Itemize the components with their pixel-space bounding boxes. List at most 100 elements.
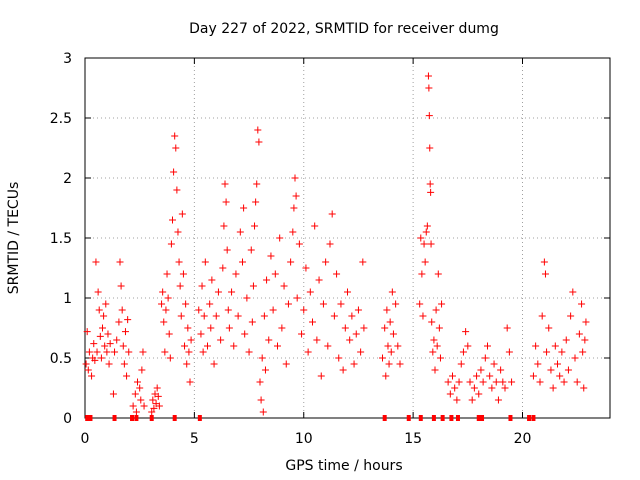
data-point [571, 354, 579, 362]
data-point [132, 408, 140, 416]
data-point [387, 348, 395, 356]
data-point [488, 384, 496, 392]
data-point [385, 360, 393, 368]
data-point [109, 390, 117, 398]
data-point [416, 300, 424, 308]
data-point [149, 396, 157, 404]
data-point [169, 216, 176, 224]
data-point [473, 372, 481, 380]
data-point [103, 348, 111, 356]
data-point [486, 372, 494, 380]
baseline-marker [431, 415, 436, 421]
baseline-marker [418, 415, 423, 421]
data-point [136, 384, 144, 392]
data-point [186, 378, 194, 386]
data-point [462, 328, 470, 336]
data-point [581, 336, 589, 344]
data-point [457, 360, 465, 368]
data-point [360, 324, 368, 332]
data-point [115, 318, 123, 326]
data-point [102, 300, 110, 308]
data-point [171, 132, 179, 140]
data-point [304, 348, 312, 356]
baseline-marker [197, 415, 202, 421]
data-point [417, 234, 425, 242]
data-point [582, 318, 590, 326]
data-point [274, 342, 281, 350]
data-point [575, 330, 583, 338]
data-point [435, 324, 443, 332]
data-point [536, 378, 544, 386]
baseline-marker [455, 415, 460, 421]
data-point [429, 348, 437, 356]
data-point [120, 360, 128, 368]
data-point [276, 234, 284, 242]
data-point [419, 312, 427, 320]
data-point [481, 354, 489, 362]
data-point [265, 336, 273, 344]
baseline-marker [130, 415, 135, 421]
data-point [352, 330, 360, 338]
data-point [446, 390, 454, 398]
data-point [155, 402, 163, 410]
data-point [105, 360, 113, 368]
data-point [475, 390, 483, 398]
baseline-marker [531, 415, 536, 421]
data-point [449, 372, 456, 380]
x-tick-label: 5 [190, 431, 199, 447]
data-point [88, 372, 96, 380]
baseline-marker [406, 415, 411, 421]
data-point [382, 372, 390, 380]
data-point [181, 342, 189, 350]
data-point [260, 312, 268, 320]
data-point [239, 258, 246, 266]
data-point [225, 324, 233, 332]
data-point [543, 348, 551, 356]
x-tick-label: 15 [404, 431, 422, 447]
y-axis-label: SRMTID / TECUs [6, 182, 22, 295]
data-point [150, 404, 158, 412]
data-point [388, 288, 396, 296]
data-point [302, 264, 310, 272]
data-point [140, 402, 148, 410]
data-point [219, 264, 227, 272]
data-point [255, 138, 263, 146]
data-point [425, 112, 433, 120]
axis-ticks [84, 57, 610, 419]
baseline-marker [449, 415, 454, 421]
baseline-marker [382, 415, 387, 421]
data-point [124, 316, 132, 324]
data-point [422, 228, 430, 236]
data-point [315, 276, 323, 284]
baseline-marker [88, 415, 93, 421]
data-point [580, 384, 588, 392]
data-point [337, 300, 345, 308]
data-point [421, 258, 429, 266]
data-point [508, 378, 516, 386]
data-point [282, 360, 290, 368]
data-point [99, 324, 106, 332]
data-point [499, 378, 507, 386]
data-point [459, 348, 467, 356]
data-point [562, 336, 570, 344]
data-point [306, 288, 314, 296]
data-point [418, 270, 426, 278]
data-point [236, 228, 244, 236]
data-point [82, 360, 90, 368]
data-point [529, 372, 537, 380]
data-point [293, 294, 301, 302]
data-point [292, 192, 300, 200]
data-point [185, 348, 193, 356]
data-point [254, 126, 262, 134]
data-point [134, 378, 141, 386]
baseline-marker [172, 415, 177, 421]
y-tick-label: 3 [63, 51, 72, 67]
data-point [309, 318, 316, 326]
grid-lines [85, 57, 610, 418]
baseline-marker [508, 415, 513, 421]
data-point [494, 396, 502, 404]
data-point [261, 366, 269, 374]
data-point [567, 312, 575, 320]
data-point [547, 366, 555, 374]
data-point [569, 288, 577, 296]
